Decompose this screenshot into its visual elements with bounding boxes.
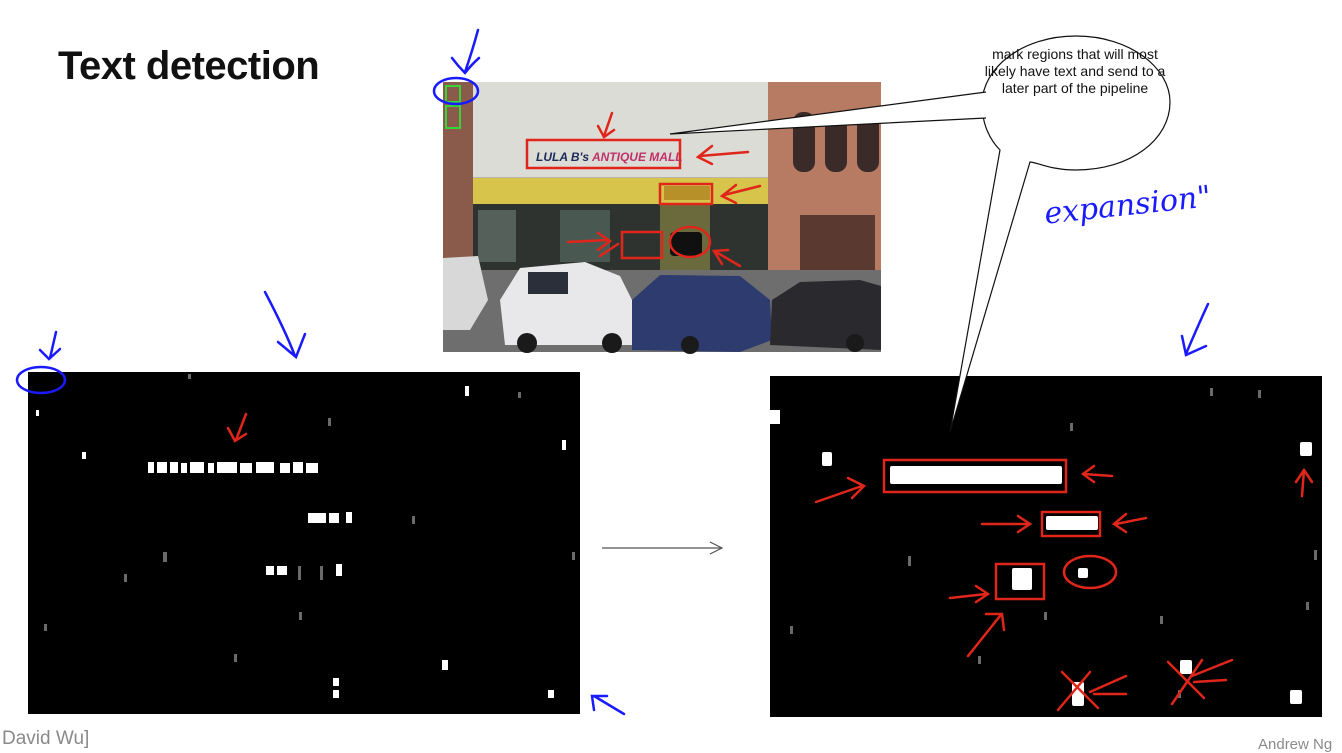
green-box-mark (445, 105, 461, 129)
left-panel-blue-annotations (15, 290, 626, 716)
callout-text: mark regions that will most likely have … (984, 46, 1166, 96)
transform-arrow (602, 541, 724, 555)
text-detector-output (28, 372, 580, 714)
storefront-sign: LULA B's ANTIQUE MALL (536, 150, 683, 164)
speech-bubble (669, 35, 1171, 433)
slide-title: Text detection (58, 44, 320, 88)
photo-blue-annotations (432, 28, 481, 106)
left-panel-red-arrow (226, 412, 248, 443)
sign-subtitle: ANTIQUE MALL (591, 150, 683, 164)
presenter-credit: David Wu] (2, 728, 90, 749)
green-box-mark (445, 85, 461, 103)
author-credit: Andrew Ng (1258, 736, 1333, 753)
right-panel-blue-arrow (1180, 302, 1210, 357)
expanded-output (770, 376, 1322, 717)
right-panel-red-annotations (814, 458, 1314, 712)
photo-red-annotations (525, 111, 762, 268)
sign-name: LULA B's (536, 150, 590, 164)
